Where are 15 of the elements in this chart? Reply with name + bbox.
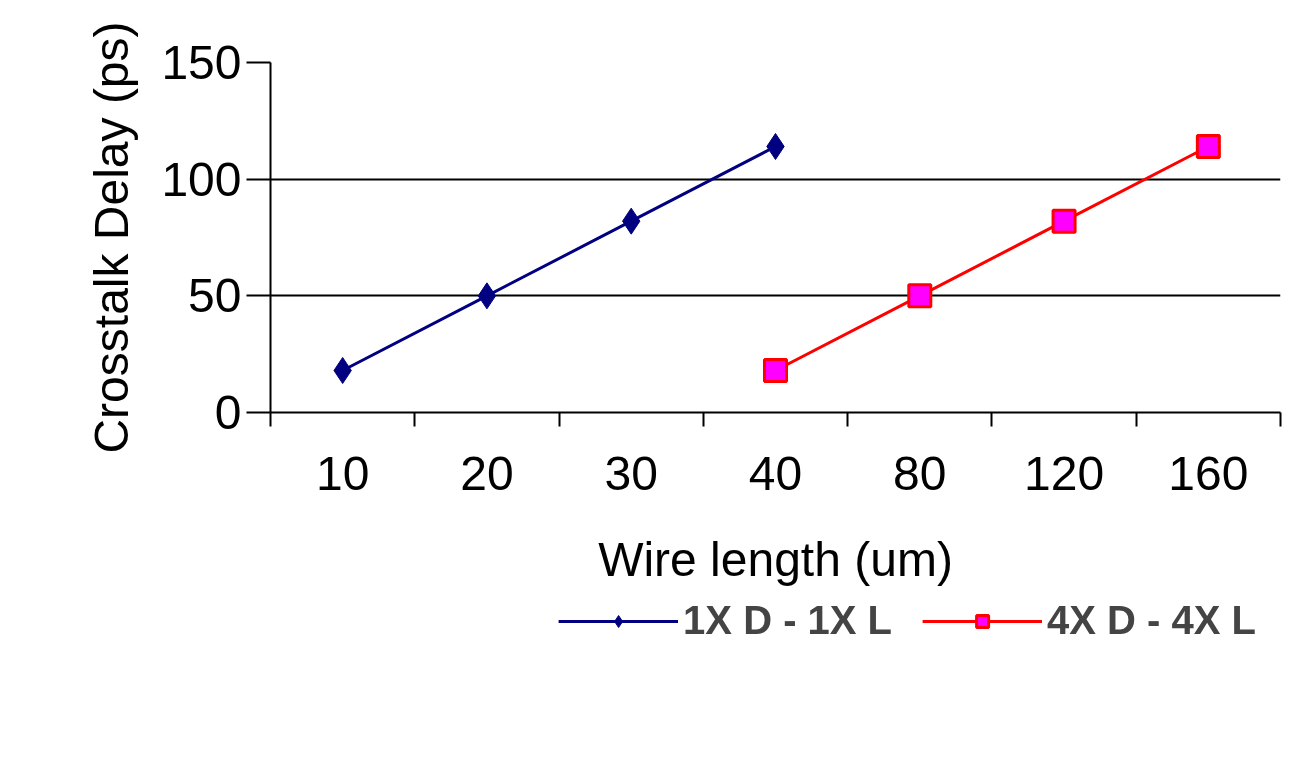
y-tick-label: 50 — [188, 269, 242, 323]
x-tick-label: 20 — [460, 446, 514, 500]
x-tick-label: 30 — [604, 446, 658, 500]
legend-label: 4X D - 4X L — [1047, 598, 1256, 643]
x-axis-title: Wire length (um) — [598, 532, 953, 586]
x-tick-label: 10 — [315, 446, 370, 500]
y-tick-label: 100 — [161, 152, 242, 206]
x-tick-label: 80 — [893, 446, 947, 500]
x-tick-label: 40 — [748, 446, 803, 500]
x-tick-label: 160 — [1168, 446, 1249, 500]
legend-label: 1X D - 1X L — [683, 598, 893, 643]
x-tick-label: 120 — [1024, 446, 1105, 500]
y-axis-title: Crosstalk Delay (ps) — [85, 21, 139, 454]
y-tick-label: 0 — [214, 386, 242, 439]
y-tick-label: 150 — [161, 36, 242, 89]
